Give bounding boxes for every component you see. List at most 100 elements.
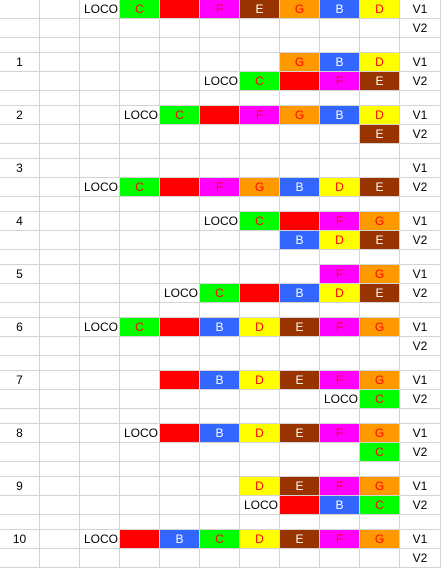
wagon-d: D	[240, 318, 280, 337]
empty-cell	[80, 144, 120, 159]
empty-cell	[360, 356, 400, 371]
wagon-b: B	[320, 106, 360, 125]
spacer-row	[0, 462, 441, 477]
empty-cell	[200, 462, 240, 477]
track-row-v1: 1 G B D V1	[0, 53, 441, 72]
empty-cell	[320, 549, 360, 568]
empty-cell	[0, 515, 40, 530]
empty-cell	[240, 159, 280, 178]
wagon-a: A	[280, 72, 320, 91]
empty-cell	[320, 409, 360, 424]
wagon-f: F	[320, 212, 360, 231]
empty-cell	[360, 409, 400, 424]
empty-cell	[80, 443, 120, 462]
empty-cell	[360, 197, 400, 212]
track-label-v2: V2	[400, 178, 441, 197]
empty-cell	[120, 390, 160, 409]
wagon-f: F	[200, 178, 240, 197]
empty-cell	[200, 337, 240, 356]
wagon-g: G	[360, 212, 400, 231]
empty-cell	[280, 303, 320, 318]
step-number	[0, 284, 40, 303]
empty-cell	[120, 462, 160, 477]
empty-cell	[280, 250, 320, 265]
track-label-v2: V2	[400, 337, 441, 356]
step-number: 2	[0, 106, 40, 125]
empty-cell	[360, 19, 400, 38]
wagon-f: F	[200, 0, 240, 19]
empty-cell	[160, 515, 200, 530]
wagon-g: G	[240, 178, 280, 197]
empty-cell	[80, 371, 120, 390]
step-number: 4	[0, 212, 40, 231]
empty-cell	[200, 197, 240, 212]
wagon-a: A	[160, 371, 200, 390]
empty-cell	[0, 38, 40, 53]
empty-cell	[40, 197, 80, 212]
empty-cell	[280, 91, 320, 106]
track-row-v2: LOCO C V2	[0, 390, 441, 409]
wagon-g: G	[360, 318, 400, 337]
track-label-v1: V1	[400, 371, 441, 390]
empty-cell	[40, 462, 80, 477]
wagon-a: A	[160, 424, 200, 443]
empty-cell	[120, 409, 160, 424]
empty-cell	[160, 477, 200, 496]
wagon-f: F	[320, 318, 360, 337]
wagon-a: A	[160, 178, 200, 197]
wagon-g: G	[280, 53, 320, 72]
empty-cell	[0, 197, 40, 212]
wagon-a: A	[200, 106, 240, 125]
empty-cell	[160, 549, 200, 568]
track-row-v2: E V2	[0, 125, 441, 144]
step-number	[0, 443, 40, 462]
wagon-d: D	[360, 0, 400, 19]
empty-cell	[240, 38, 280, 53]
wagon-e: E	[280, 530, 320, 549]
empty-cell	[280, 443, 320, 462]
wagon-g: G	[360, 265, 400, 284]
empty-cell	[80, 549, 120, 568]
locomotive: LOCO	[240, 496, 280, 515]
wagon-a: A	[120, 530, 160, 549]
empty-cell	[320, 250, 360, 265]
empty-cell	[120, 231, 160, 250]
track-row-v2: LOCO C A F E V2	[0, 72, 441, 91]
wagon-g: G	[280, 0, 320, 19]
step-number: 9	[0, 477, 40, 496]
track-label-v1: V1	[400, 106, 441, 125]
empty-cell	[40, 265, 80, 284]
empty-cell	[120, 125, 160, 144]
empty-cell	[400, 515, 441, 530]
track-row-v2: B D E V2	[0, 231, 441, 250]
empty-cell	[360, 462, 400, 477]
track-label-v1: V1	[400, 0, 441, 19]
wagon-b: B	[160, 530, 200, 549]
empty-cell	[160, 265, 200, 284]
wagon-g: G	[360, 530, 400, 549]
empty-cell	[80, 390, 120, 409]
empty-cell	[320, 91, 360, 106]
empty-cell	[240, 303, 280, 318]
wagon-g: G	[360, 371, 400, 390]
empty-cell	[0, 250, 40, 265]
empty-cell	[160, 443, 200, 462]
empty-cell	[360, 337, 400, 356]
locomotive: LOCO	[120, 106, 160, 125]
wagon-d: D	[240, 530, 280, 549]
step-number	[0, 496, 40, 515]
empty-cell	[40, 125, 80, 144]
empty-cell	[80, 91, 120, 106]
empty-cell	[280, 462, 320, 477]
empty-cell	[120, 337, 160, 356]
track-row-v2: V2	[0, 337, 441, 356]
track-label-v2: V2	[400, 19, 441, 38]
empty-cell	[120, 197, 160, 212]
empty-cell	[80, 38, 120, 53]
empty-cell	[240, 197, 280, 212]
empty-cell	[40, 178, 80, 197]
empty-cell	[200, 38, 240, 53]
empty-cell	[160, 38, 200, 53]
empty-cell	[320, 144, 360, 159]
empty-cell	[120, 515, 160, 530]
